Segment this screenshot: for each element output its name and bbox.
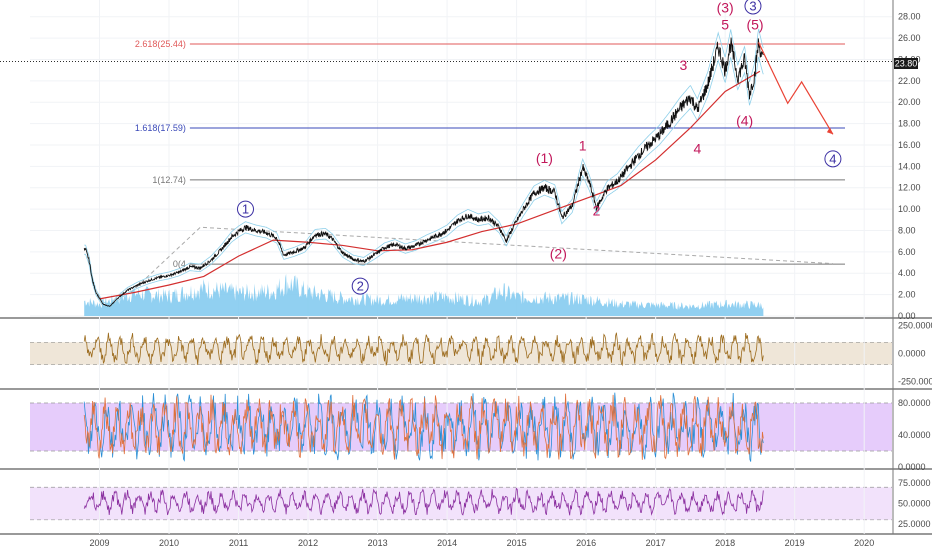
rsi-tick-label: 75.0000 (898, 478, 931, 488)
upper-band-line (84, 28, 764, 305)
time-tick-label: 2012 (298, 538, 318, 548)
last-price-tag: 23.80 (894, 58, 918, 69)
cci-line-0 (83, 332, 764, 367)
time-tick-label: 2019 (785, 538, 805, 548)
fib-label-0: 2.618(25.44) (135, 39, 186, 49)
lower-band-line (84, 56, 764, 309)
triangle-lines (130, 226, 833, 293)
time-tick-label: 2017 (646, 538, 666, 548)
stochastic-tick-label: 40.0000 (898, 430, 931, 440)
wave-label-red: 1 (579, 137, 587, 153)
time-tick-label: 2013 (368, 538, 388, 548)
price-tick-label: 14.00 (898, 161, 921, 171)
panel-frames (0, 0, 932, 535)
price-tick-label: 2.00 (898, 290, 916, 300)
stochastic-tick-label: 80.0000 (898, 398, 931, 408)
cci-band (30, 342, 892, 365)
fib-label-2: 1(12.74) (152, 175, 186, 185)
wave-label-red: 3 (680, 57, 688, 73)
wave-circle (744, 0, 762, 15)
price-tick-label: 4.00 (898, 268, 916, 278)
projection-arrowhead (826, 127, 833, 135)
price-tick-label: 12.00 (898, 183, 921, 193)
time-tick-label: 2018 (715, 538, 735, 548)
wave-circle (351, 277, 369, 295)
price-tick-label: 22.00 (898, 76, 921, 86)
moving-average-line (99, 70, 761, 300)
wave-label-circled: 3 (749, 0, 756, 14)
wave-label-red: 4 (693, 141, 701, 157)
price-tick-label: 18.00 (898, 119, 921, 129)
wave-label-circled: 1 (242, 202, 249, 217)
price-line (83, 37, 764, 308)
stochastic-line-2 (83, 393, 764, 460)
time-tick-label: 2009 (90, 538, 110, 548)
rsi-line-3 (83, 487, 764, 516)
wave-circle (824, 150, 842, 168)
wave-label-red: (2) (550, 245, 567, 261)
wave-label-circled: 4 (829, 151, 836, 166)
cci-tick-label: -250.0000 (898, 376, 932, 386)
fib-label-1: 1.618(17.59) (135, 123, 186, 133)
time-tick-label: 2016 (576, 538, 596, 548)
wave-label-circled: 2 (357, 279, 364, 294)
rsi-tick-label: 50.0000 (898, 499, 931, 509)
time-tick-label: 2011 (229, 538, 248, 548)
x-axis: 2009 2010 2011 2012 2013 2014 2015 2016 2017 2018… (90, 538, 875, 548)
wave-label-red: 5 (721, 17, 729, 33)
price-tick-label: 6.00 (898, 247, 916, 257)
oscillator-panels (83, 332, 764, 516)
last-price-box (894, 58, 918, 69)
price-tick-label: 10.00 (898, 204, 921, 214)
last-price-label: 23.80 (895, 59, 918, 69)
price-tick-label: 0.00 (898, 311, 916, 321)
wave-labels: (1) 1 (2) 2 3 4 (3) 5 (5) (4) 1 2 3 4 (237, 0, 842, 295)
cci-tick-label: 0.0000 (898, 349, 926, 359)
price-panel (83, 28, 834, 309)
fibonacci-levels: 2.618(25.44) 1.618(17.59) 1(12.74) 0(4 (0, 39, 893, 269)
y-axis: 0.00 2.00 4.00 6.00 8.00 10.00 12.00 14.00 16.00… (898, 12, 932, 529)
wave-label-red: (1) (536, 150, 553, 166)
time-tick-label: 2020 (854, 538, 874, 548)
price-tick-label: 16.00 (898, 140, 921, 150)
wave-label-red: (4) (736, 113, 753, 129)
wave-label-red: (5) (746, 17, 763, 33)
wave-label-red: (3) (717, 0, 734, 15)
fib-label-3: 0(4 (173, 259, 186, 269)
time-tick-label: 2014 (437, 538, 457, 548)
price-tick-label: 8.00 (898, 225, 916, 235)
price-tick-label: 20.00 (898, 97, 921, 107)
cci-tick-label: 250.0000 (898, 321, 932, 331)
wave-circle (237, 200, 254, 218)
wave-label-red: 2 (593, 203, 601, 219)
volume-area (84, 273, 764, 316)
time-tick-label: 2010 (159, 538, 179, 548)
time-tick-label: 2015 (507, 538, 527, 548)
stochastic-tick-label: 0.0000 (898, 462, 926, 472)
rsi-tick-label: 25.0000 (898, 519, 931, 529)
projection-path (757, 42, 834, 135)
price-tick-label: 26.00 (898, 33, 921, 43)
volume-bars (84, 273, 764, 316)
price-tick-label: 28.00 (898, 12, 921, 22)
triangle-upper-line (130, 226, 833, 293)
